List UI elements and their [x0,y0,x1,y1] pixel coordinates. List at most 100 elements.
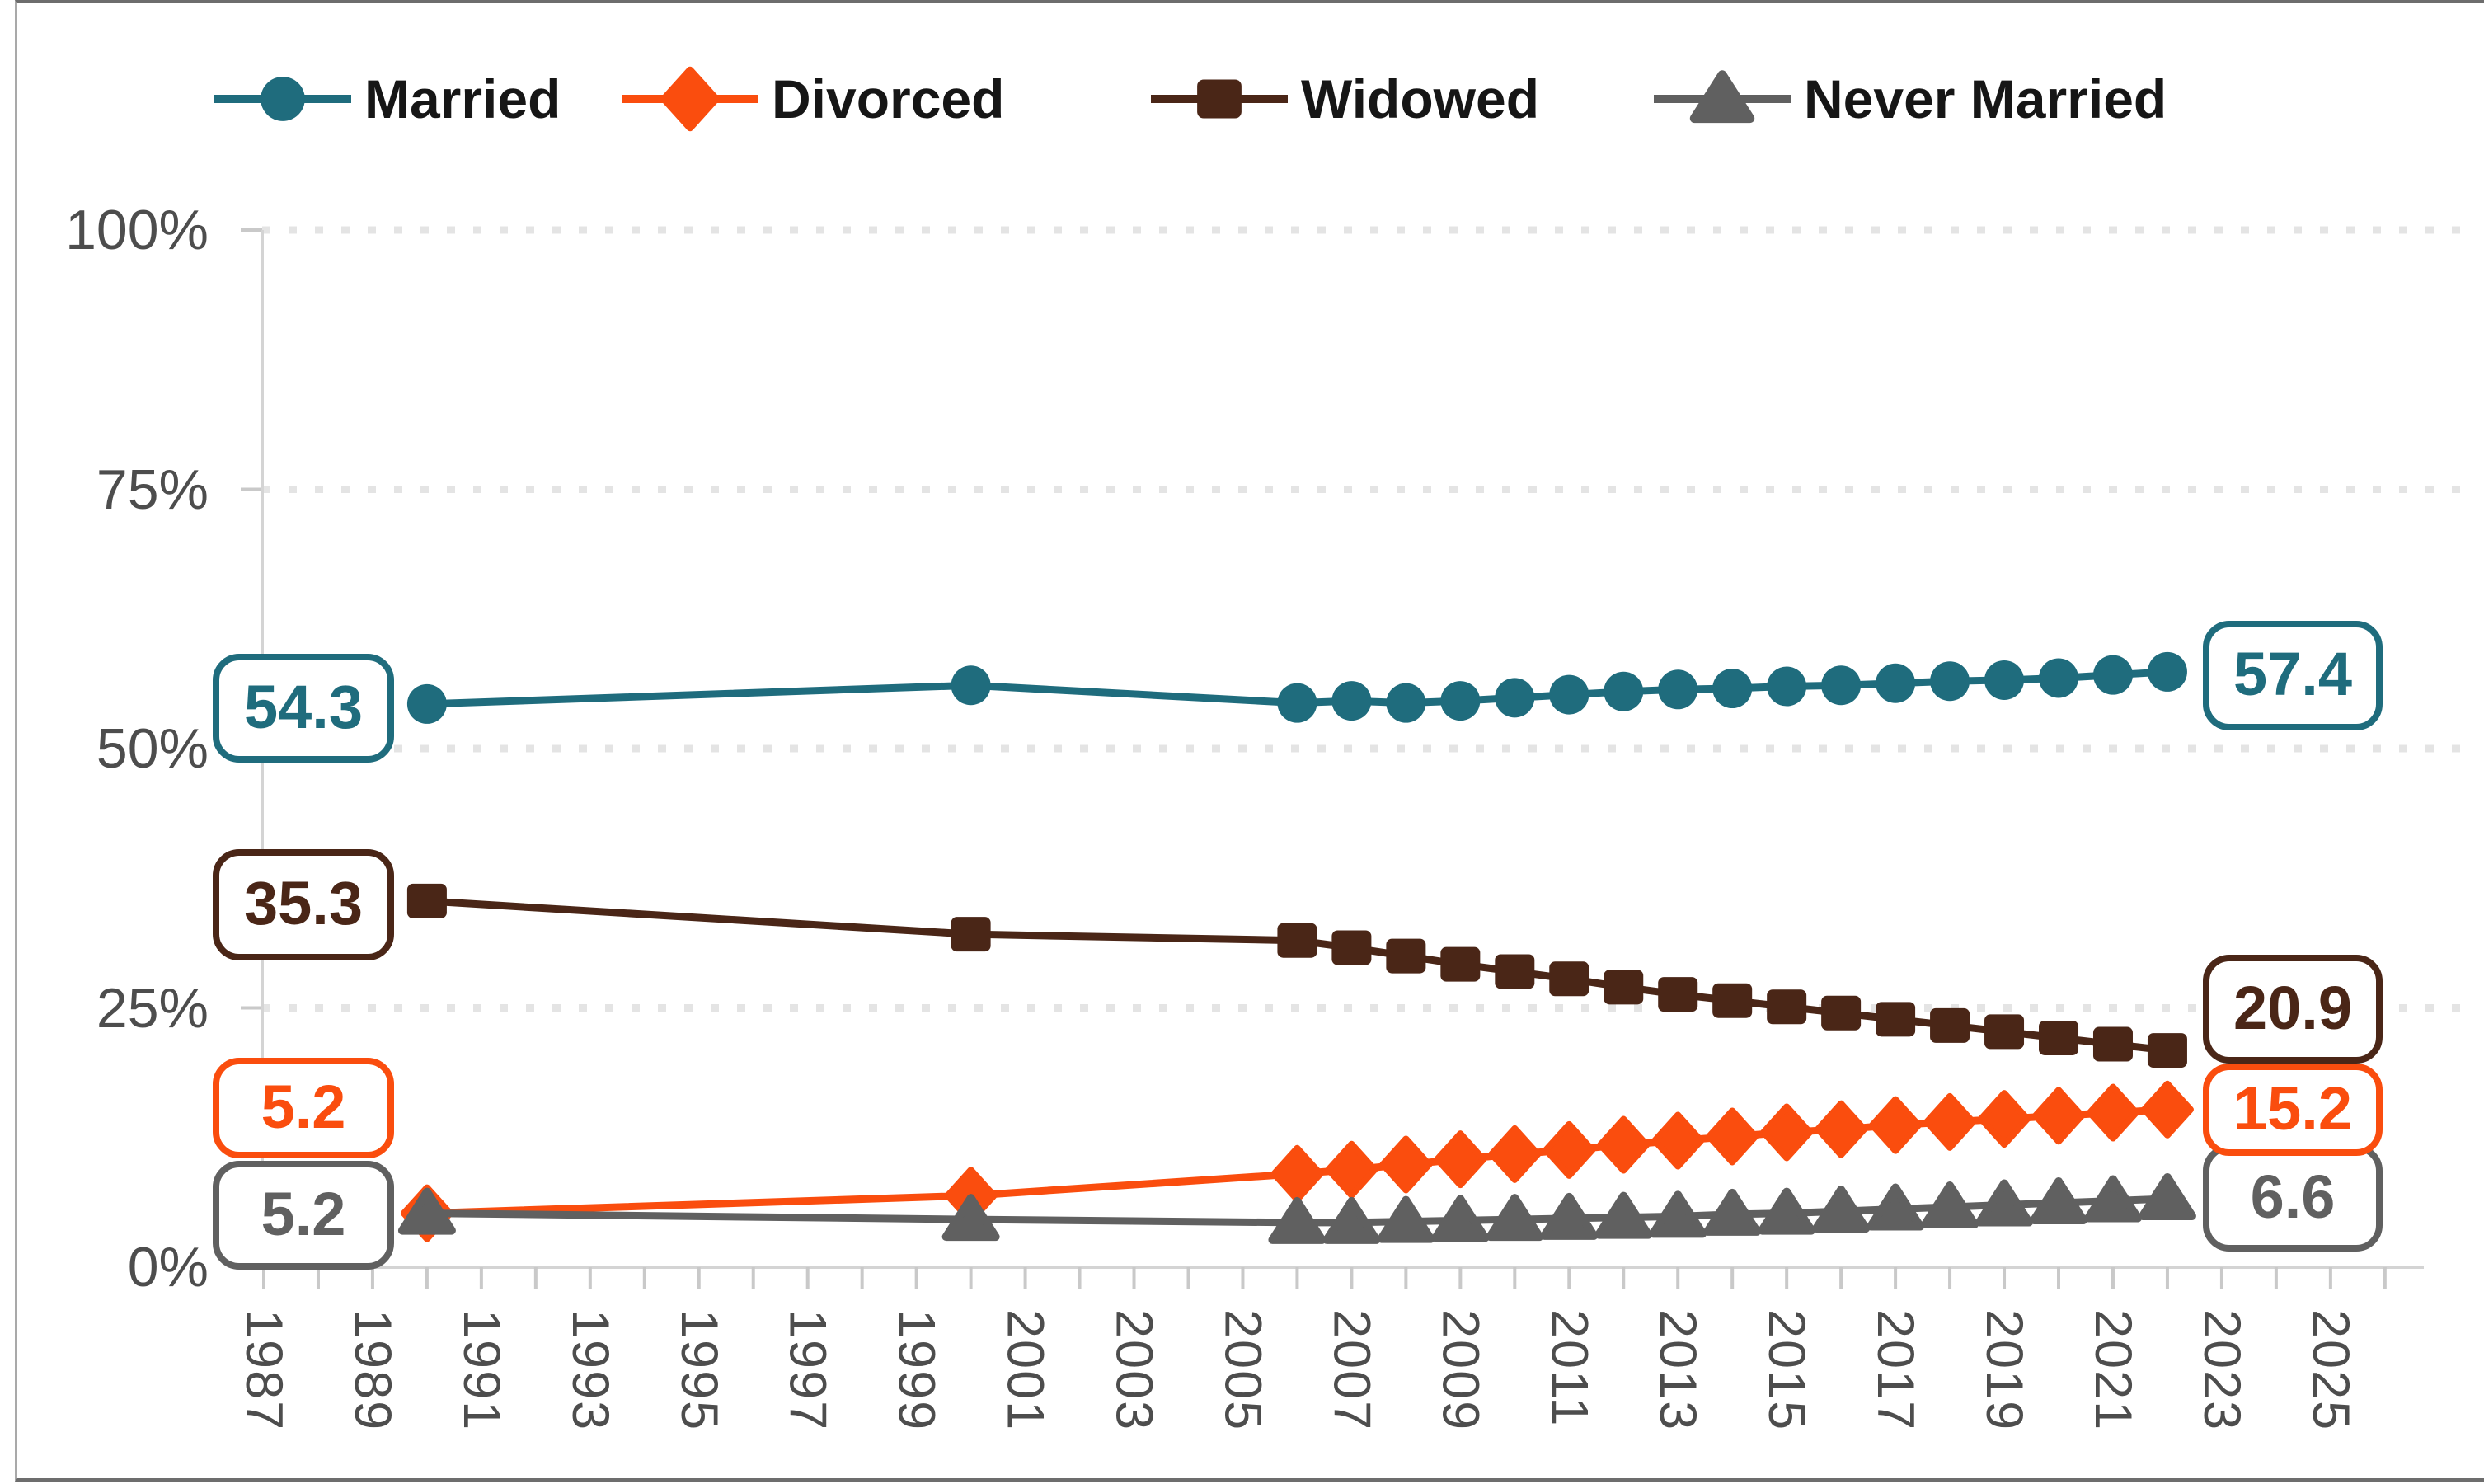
data-point-marker [1876,663,1916,703]
data-point-marker [1649,1190,1707,1238]
data-point-marker [1277,683,1317,723]
x-axis-label-1989: 1989 [343,1309,401,1432]
x-axis-label-2023: 2023 [2192,1309,2251,1432]
series-never-married [397,1172,2196,1244]
data-point-marker [261,77,305,121]
data-point-marker [1594,1191,1653,1239]
data-point-marker [1869,1096,1923,1154]
data-point-marker [1821,665,1862,706]
callout-value: 5.2 [261,1072,346,1141]
data-point-marker [951,917,991,952]
data-point-marker [1867,1183,1925,1231]
data-point-marker [1975,1179,2034,1227]
data-point-marker [406,883,447,918]
square-legend-marker-icon [1151,79,1288,119]
data-point-marker [2092,1026,2133,1062]
data-point-marker [1758,1187,1816,1235]
figure-border [15,0,2484,1482]
data-point-marker [1440,681,1481,721]
data-point-marker [1923,1092,1977,1151]
data-point-marker [2147,651,2187,692]
data-point-marker [1712,983,1753,1018]
data-point-marker [1543,1120,1596,1179]
data-point-marker [1386,938,1426,974]
y-axis-label-75: 75% [96,458,209,521]
circle-legend-marker-icon [214,77,351,121]
x-axis-label-2009: 2009 [1431,1309,1490,1432]
left-value-callout-divorced: 5.2 [213,1058,394,1158]
data-point-marker [1440,946,1481,982]
legend-item-widowed: Widowed [1149,66,1539,132]
right-value-callout-married: 57.4 [2203,621,2383,730]
data-point-marker [2092,655,2133,695]
x-axis-label-1993: 1993 [561,1309,619,1432]
data-point-marker [1767,666,1807,707]
x-axis-label-1995: 1995 [669,1309,728,1432]
x-axis-label-2003: 2003 [1105,1309,1163,1432]
data-point-marker [1815,1100,1868,1158]
data-point-marker [1549,674,1589,715]
data-point-marker [397,1187,456,1235]
data-point-marker [1488,1125,1542,1183]
data-point-marker [2138,1172,2196,1220]
data-point-marker [1604,671,1644,711]
x-axis-label-2013: 2013 [1649,1309,1707,1432]
legend-label: Widowed [1301,68,1540,129]
callout-value: 57.4 [2233,640,2353,708]
data-point-marker [1495,954,1535,989]
data-point-marker [2039,1020,2079,1055]
legend-label: Divorced [772,68,1005,129]
legend-item-never-married: Never Married [1652,66,2167,132]
data-point-marker [1325,1140,1378,1199]
x-axis-label-2015: 2015 [1758,1309,1816,1432]
callout-value: 54.3 [243,672,364,741]
legend-label: Never Married [1804,68,2167,129]
data-point-marker [1331,930,1372,965]
left-value-callout-never-married: 5.2 [213,1161,394,1270]
data-point-marker [1434,1130,1487,1189]
data-point-marker [2039,658,2079,698]
data-point-marker [2140,1080,2194,1139]
data-point-marker [1540,1192,1599,1240]
data-point-marker [2083,1175,2142,1223]
data-point-marker [1331,681,1372,721]
diamond-legend-marker-icon [622,66,758,132]
callout-value: 20.9 [2233,973,2353,1042]
x-axis-label-1997: 1997 [778,1309,837,1432]
left-value-callout-widowed: 35.3 [213,849,394,960]
data-point-marker [2030,1177,2088,1224]
callout-value: 35.3 [243,869,364,937]
data-point-marker [1549,961,1589,997]
data-point-marker [1812,1186,1871,1233]
y-axis-label-50: 50% [96,717,209,780]
data-point-marker [1486,1194,1544,1242]
y-axis-label-100: 100% [65,199,209,261]
data-point-marker [1760,1103,1814,1162]
data-point-marker [1431,1195,1490,1242]
x-axis-label-1999: 1999 [887,1309,946,1432]
data-point-marker [1703,1188,1762,1236]
y-axis-label-0: 0% [127,1236,209,1298]
data-point-marker [1876,1002,1916,1037]
right-value-callout-widowed: 20.9 [2203,955,2383,1064]
x-axis-label-2001: 2001 [996,1309,1054,1432]
x-axis-label-2005: 2005 [1214,1309,1272,1432]
right-value-callout-never-married: 6.6 [2203,1144,2383,1252]
data-point-marker [1268,1196,1327,1244]
data-point-marker [1197,79,1242,119]
x-axis-label-2019: 2019 [1975,1309,2034,1432]
data-point-marker [1379,1135,1433,1194]
data-point-marker [941,1194,1000,1242]
data-point-marker [1767,989,1807,1025]
data-point-marker [1930,661,1970,702]
legend-label: Married [364,68,561,129]
chart-legend: Married Divorced Widowed Never Married [0,66,2484,132]
data-point-marker [1930,1007,1970,1043]
data-point-marker [2032,1087,2086,1145]
data-point-marker [1495,678,1535,718]
data-point-marker [1277,923,1317,958]
data-point-marker [406,683,447,724]
data-point-marker [1597,1115,1651,1174]
data-point-marker [1706,1107,1759,1166]
right-value-callout-divorced: 15.2 [2203,1064,2383,1156]
